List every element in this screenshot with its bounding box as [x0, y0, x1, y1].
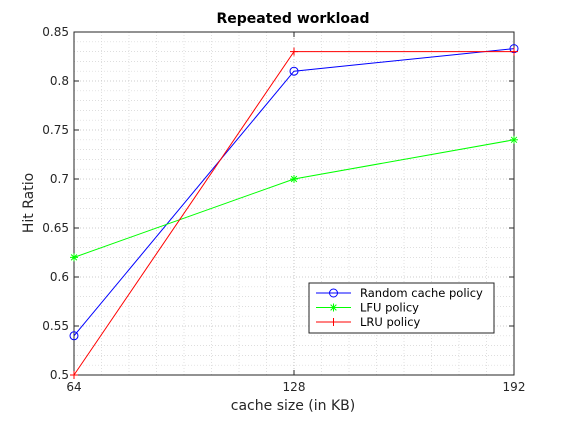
x-tick-label: 64	[66, 380, 81, 394]
data-point-series-1	[290, 175, 298, 183]
legend-marker	[329, 288, 338, 298]
asterisk-stroke	[70, 254, 78, 261]
series-layer	[69, 44, 519, 379]
legend-entry-1: LFU policy	[316, 301, 419, 315]
legend-label: LFU policy	[360, 301, 419, 315]
data-point-series-2	[70, 371, 78, 379]
y-tick-label: 0.5	[50, 368, 69, 382]
y-axis-title: Hit Ratio	[21, 173, 37, 233]
chart-title: Repeated workload	[217, 11, 370, 27]
asterisk-stroke	[330, 304, 337, 311]
legend-marker	[329, 303, 338, 312]
asterisk-stroke	[290, 175, 298, 183]
axes: 0.5 0.55 0.6 0.65 0.7 0.75 0.8 0.85 64 128 192	[42, 25, 525, 394]
x-tick-label: 128	[283, 380, 306, 394]
asterisk-stroke	[510, 136, 518, 144]
data-point-series-1	[70, 253, 78, 262]
data-point-series-1	[510, 135, 518, 144]
data-point-series-0	[289, 66, 299, 76]
legend-marker	[329, 318, 338, 326]
legend-entry-2: LRU policy	[316, 315, 421, 329]
y-tick-label: 0.75	[42, 123, 69, 137]
y-tick-label: 0.7	[50, 172, 69, 186]
data-point-series-2	[290, 47, 298, 56]
legend-label: Random cache policy	[360, 286, 483, 300]
y-tick-label: 0.8	[50, 74, 69, 88]
series-line-0	[73, 48, 515, 337]
circle-marker	[69, 331, 79, 341]
y-tick-label: 0.55	[42, 319, 69, 333]
y-tick-label: 0.65	[42, 221, 69, 235]
legend-label: LRU policy	[360, 315, 421, 329]
x-axis-title: cache size (in KB)	[231, 398, 355, 414]
circle-marker	[329, 288, 338, 298]
data-point-series-2	[510, 47, 518, 56]
legend-entry-0: Random cache policy	[316, 286, 483, 300]
grid	[73, 31, 515, 376]
y-tick-label: 0.6	[50, 270, 69, 284]
circle-marker	[289, 66, 299, 76]
x-tick-label: 192	[503, 380, 526, 394]
y-tick-label: 0.85	[42, 25, 69, 39]
data-point-series-0	[69, 331, 79, 341]
